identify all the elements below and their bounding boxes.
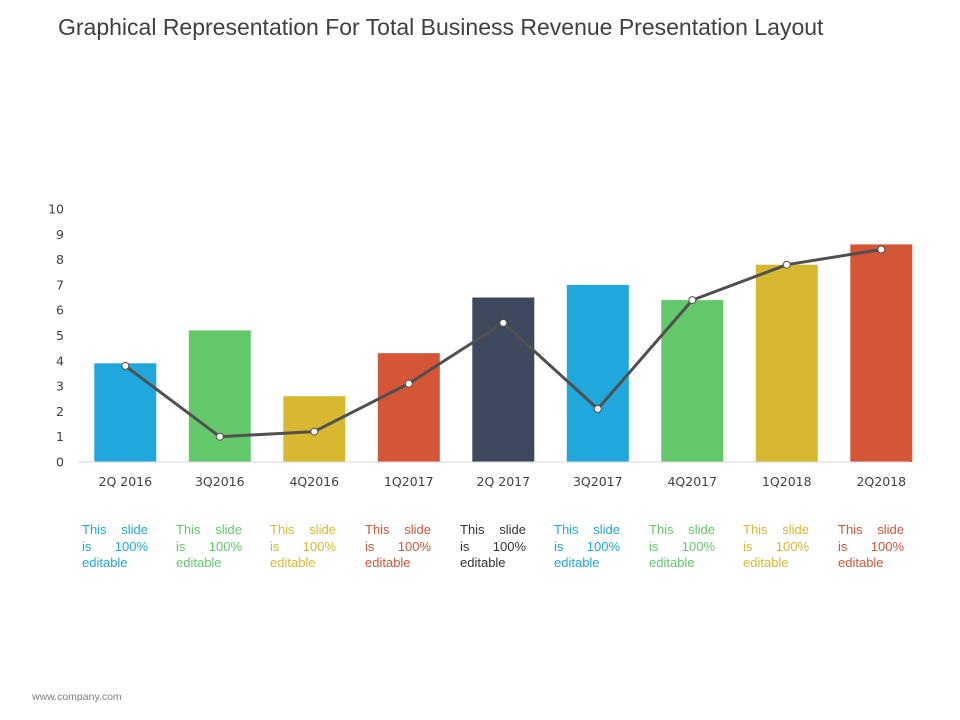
caption-1: This slide is 100% editable	[82, 522, 148, 570]
bar-6	[566, 284, 629, 462]
x-tick-8: 1Q2018	[762, 474, 812, 489]
trend-point-6	[593, 404, 602, 413]
caption-6: This slide is 100% editable	[554, 522, 620, 570]
x-tick-6: 3Q2017	[573, 474, 623, 489]
caption-3: This slide is 100% editable	[270, 522, 336, 570]
x-tick-2: 3Q2016	[195, 474, 245, 489]
y-tick-4: 4	[56, 353, 64, 368]
y-tick-8: 8	[56, 252, 64, 267]
caption-4: This slide is 100% editable	[365, 522, 431, 570]
trend-point-2	[215, 432, 224, 441]
y-tick-2: 2	[56, 404, 64, 419]
page-title: Graphical Representation For Total Busin…	[58, 14, 824, 40]
y-tick-9: 9	[56, 227, 64, 242]
caption-8: This slide is 100% editable	[743, 522, 809, 570]
x-tick-3: 4Q2016	[289, 474, 339, 489]
trend-point-4	[404, 379, 413, 388]
x-tick-5: 2Q 2017	[477, 474, 531, 489]
trend-line-group	[121, 245, 886, 441]
x-tick-1: 2Q 2016	[99, 474, 153, 489]
x-tick-9: 2Q2018	[856, 474, 906, 489]
y-tick-1: 1	[56, 429, 64, 444]
trend-point-7	[688, 296, 697, 305]
y-tick-3: 3	[56, 379, 64, 394]
x-tick-4: 1Q2017	[384, 474, 434, 489]
caption-7: This slide is 100% editable	[649, 522, 715, 570]
x-tick-labels: 2Q 2016 3Q2016 4Q2016 1Q2017 2Q 2017 3Q2017 4Q…	[99, 474, 907, 489]
trend-point-1	[121, 361, 130, 370]
trend-point-8	[782, 260, 791, 269]
caption-2: This slide is 100% editable	[176, 522, 242, 570]
bar-8	[755, 264, 818, 462]
bar-2	[188, 330, 251, 462]
trend-point-5	[499, 318, 508, 327]
trend-point-9	[877, 245, 886, 254]
y-tick-5: 5	[56, 328, 64, 343]
caption-9: This slide is 100% editable	[838, 522, 904, 570]
trend-point-3	[310, 427, 319, 436]
caption-5: This slide is 100% editable	[460, 522, 526, 570]
y-tick-labels: 0 1 2 3 4 5 6 7 8 9 10	[48, 202, 64, 470]
x-tick-7: 4Q2017	[667, 474, 717, 489]
bar-7	[661, 300, 724, 462]
y-tick-6: 6	[56, 303, 64, 318]
bar-9	[850, 244, 913, 462]
bar-group	[94, 244, 913, 462]
y-tick-7: 7	[56, 277, 64, 292]
y-tick-10: 10	[48, 202, 64, 217]
y-tick-0: 0	[56, 455, 64, 470]
bar-1	[94, 363, 157, 462]
footer-url: www.company.com	[32, 691, 122, 703]
